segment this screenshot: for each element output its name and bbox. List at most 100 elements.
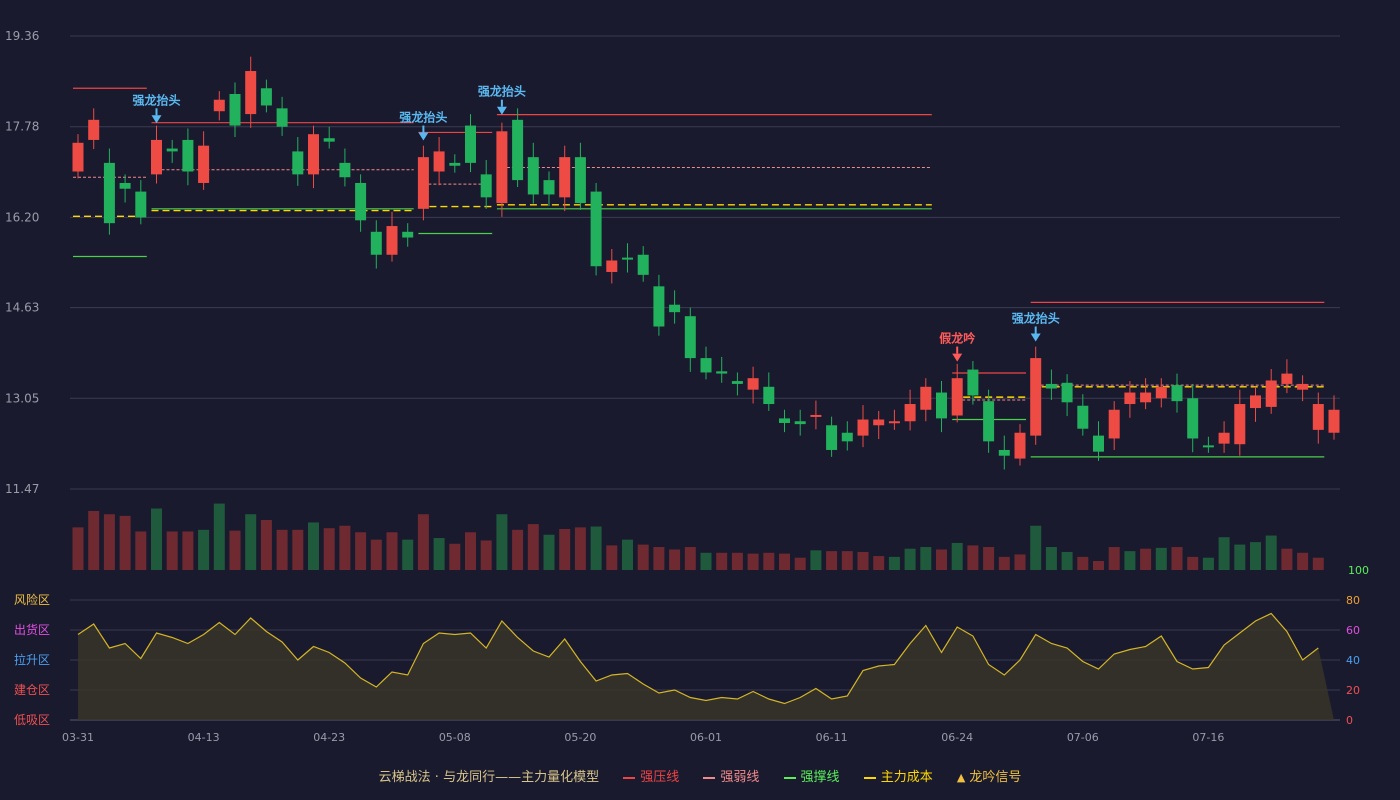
signal-arrow-icon (497, 107, 507, 115)
candle-body (638, 255, 649, 275)
legend-pressure-swatch (623, 777, 635, 779)
legend-signal[interactable]: ▲ 龙吟信号 (957, 766, 1021, 785)
volume-bar (73, 527, 84, 570)
volume-bar (1250, 542, 1261, 570)
volume-bar (1093, 561, 1104, 570)
volume-bar (151, 509, 162, 571)
legend-support-line[interactable]: 强撑线 (784, 766, 840, 785)
volume-bar (622, 540, 633, 570)
volume-bar (418, 514, 429, 570)
volume-bar (559, 529, 570, 570)
candle-body (685, 316, 696, 358)
legend-pressure-label: 强压线 (640, 770, 679, 785)
signal-label: 强龙抬头 (1012, 310, 1060, 325)
price-tick-label: 14.63 (5, 301, 39, 315)
legend-weak-line[interactable]: 强弱线 (703, 766, 759, 785)
volume-bar (1234, 545, 1245, 570)
price-tick-label: 16.20 (5, 210, 39, 224)
volume-bar (1219, 537, 1230, 570)
volume-bar (277, 530, 288, 570)
candle-body (873, 420, 884, 426)
volume-bar (387, 532, 398, 570)
candle-body (1156, 387, 1167, 398)
volume-bar (936, 550, 947, 571)
x-tick-label: 05-20 (564, 731, 596, 744)
candle-body (732, 381, 743, 384)
candle-body (606, 260, 617, 271)
volume-bar (638, 545, 649, 570)
volume-bar (512, 530, 523, 570)
volume-bar (324, 528, 335, 570)
candle-body (748, 378, 759, 389)
x-tick-label: 06-01 (690, 731, 722, 744)
volume-bar (230, 531, 241, 570)
candlestick-chart: 19.36 17.78 16.20 14.63 13.05 11.47 100 风险区 80 出货… (0, 0, 1400, 760)
candle-body (1329, 410, 1340, 433)
candle-body (277, 108, 288, 126)
volume-bar (1030, 526, 1041, 570)
signal-arrow-icon (952, 354, 962, 362)
candle-body (810, 415, 821, 417)
oscillator-tick-label: 0 (1346, 714, 1353, 727)
legend-weak-swatch (703, 777, 715, 779)
volume-bar (528, 524, 539, 570)
candle-body (1140, 393, 1151, 403)
volume-bar (606, 545, 617, 570)
volume-bar (842, 551, 853, 570)
candle-body (1187, 398, 1198, 438)
candle-body (1250, 395, 1261, 408)
candle-body (952, 378, 963, 415)
volume-bar (214, 504, 225, 570)
candle-body (1093, 436, 1104, 452)
volume-bar (795, 558, 806, 570)
oscillator-area (78, 614, 1334, 721)
candle-body (967, 370, 978, 396)
volume-bar (496, 514, 507, 570)
volume-bar (1062, 552, 1073, 570)
candle-body (339, 163, 350, 177)
candle-body (355, 183, 366, 220)
candle-body (1015, 433, 1026, 459)
candle-body (528, 157, 539, 194)
candle-body (465, 126, 476, 163)
signal-arrow-icon (1031, 333, 1041, 341)
candle-body (418, 157, 429, 209)
volume-bar (292, 530, 303, 570)
oscillator-zone-label: 风险区 (14, 592, 50, 607)
volume-bar (685, 547, 696, 570)
candle-body (559, 157, 570, 197)
candle-body (1313, 404, 1324, 430)
candle-body (308, 134, 319, 174)
candle-body (135, 192, 146, 218)
candle-body (983, 401, 994, 441)
candle-body (1297, 384, 1308, 390)
volume-bar (983, 547, 994, 570)
volume-bar (1077, 557, 1088, 570)
candle-body (214, 100, 225, 111)
volume-bar (465, 532, 476, 570)
legend: 云梯战法 · 与龙同行——主力量化模型 强压线 强弱线 强撑线 主力成本 ▲ 龙吟… (0, 766, 1400, 785)
volume-bar (920, 547, 931, 570)
candle-body (324, 138, 335, 141)
candle-body (1046, 384, 1057, 389)
legend-cost-line[interactable]: 主力成本 (864, 766, 933, 785)
x-tick-label: 06-11 (816, 731, 848, 744)
signal-label: 强龙抬头 (399, 110, 447, 125)
volume-bar (198, 530, 209, 570)
candle-body (1124, 393, 1135, 404)
volume-bar (339, 526, 350, 570)
volume-bar (245, 514, 256, 570)
volume-bar (1172, 547, 1183, 570)
volume-bar (653, 547, 664, 570)
candle-body (120, 183, 131, 189)
volume-axis-label: 100 (1348, 564, 1369, 577)
legend-pressure-line[interactable]: 强压线 (623, 766, 679, 785)
legend-support-label: 强撑线 (801, 770, 840, 785)
legend-cost-label: 主力成本 (881, 770, 933, 785)
candle-body (1281, 374, 1292, 384)
candle-body (1172, 385, 1183, 401)
volume-bar (591, 527, 602, 570)
candle-body (1109, 410, 1120, 439)
candle-body (905, 404, 916, 421)
oscillator-zone-label: 出货区 (14, 622, 50, 637)
